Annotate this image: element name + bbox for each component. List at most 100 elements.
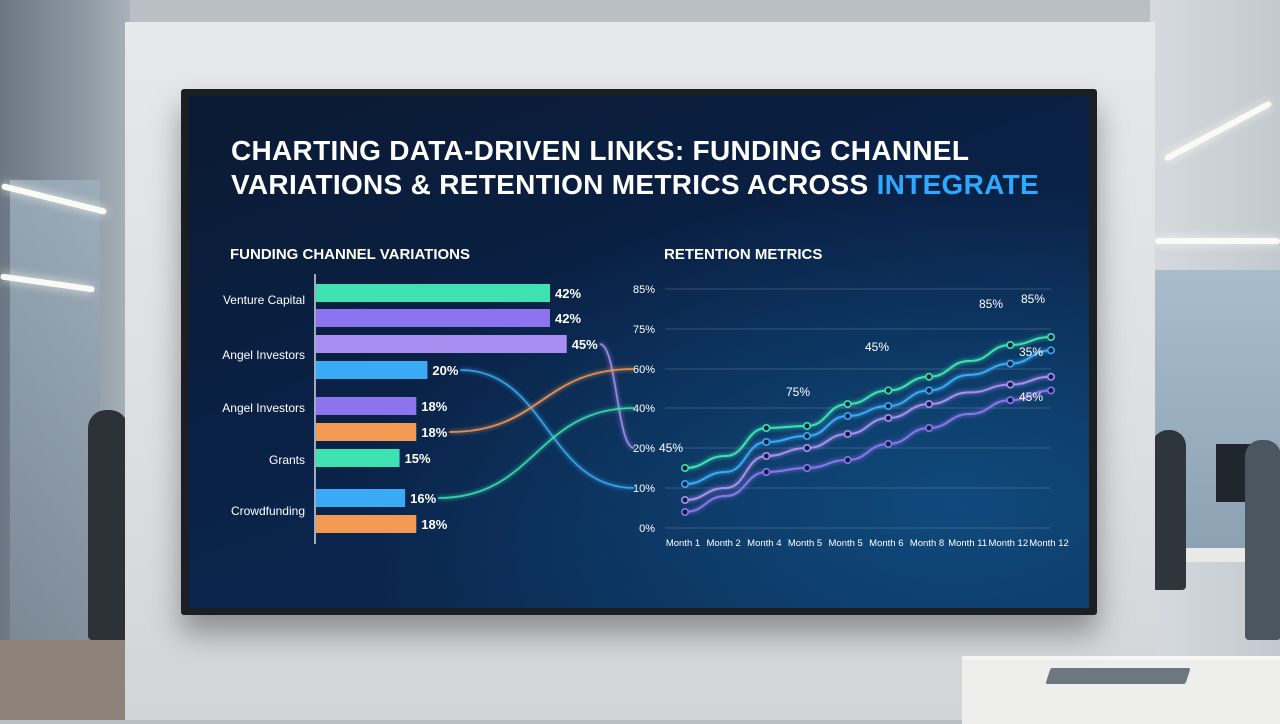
funding-bar bbox=[316, 309, 550, 327]
retention-point bbox=[1046, 333, 1055, 342]
funding-bar-label: 45% bbox=[572, 337, 598, 352]
funding-bar bbox=[316, 489, 406, 507]
retention-point bbox=[843, 455, 852, 464]
funding-bar bbox=[316, 449, 400, 467]
background-room-left bbox=[0, 0, 130, 720]
retention-point bbox=[680, 495, 689, 504]
flow-connector-curve bbox=[438, 407, 635, 499]
retention-point bbox=[843, 411, 852, 420]
retention-point bbox=[924, 372, 933, 381]
glass-partition bbox=[10, 180, 100, 640]
retention-annotation: 45% bbox=[865, 340, 889, 354]
funding-bar-label: 20% bbox=[432, 363, 458, 378]
retention-point bbox=[884, 386, 893, 395]
funding-bar-label: 42% bbox=[555, 311, 581, 326]
retention-x-tick: Month 4 bbox=[747, 538, 781, 549]
funding-bar bbox=[316, 397, 417, 415]
retention-point bbox=[762, 437, 771, 446]
funding-bar bbox=[316, 284, 550, 302]
funding-category-label: Crowdfunding bbox=[231, 504, 305, 518]
retention-series-line bbox=[684, 336, 1052, 469]
retention-point bbox=[762, 451, 771, 460]
funding-chart-title: FUNDING CHANNEL VARIATIONS bbox=[230, 246, 470, 263]
funding-bar-label: 15% bbox=[405, 451, 431, 466]
retention-series-line bbox=[684, 375, 1052, 501]
retention-point bbox=[924, 400, 933, 409]
background-room-right bbox=[1150, 0, 1280, 720]
retention-point bbox=[843, 429, 852, 438]
funding-category-label: Grants bbox=[269, 453, 305, 467]
funding-bar-label: 18% bbox=[421, 425, 447, 440]
funding-category-label: Angel Investors bbox=[222, 348, 305, 362]
retention-point bbox=[924, 423, 933, 432]
retention-point bbox=[680, 463, 689, 472]
retention-point bbox=[884, 439, 893, 448]
retention-point bbox=[762, 423, 771, 432]
slide-title-main: CHARTING DATA-DRIVEN LINKS: FUNDING CHAN… bbox=[231, 135, 969, 200]
funding-bar-label: 16% bbox=[410, 491, 436, 506]
retention-point bbox=[680, 479, 689, 488]
foreground-table bbox=[962, 656, 1280, 724]
retention-point bbox=[1006, 359, 1015, 368]
book bbox=[1045, 668, 1191, 684]
retention-point bbox=[802, 421, 811, 430]
slide-title: CHARTING DATA-DRIVEN LINKS: FUNDING CHAN… bbox=[231, 134, 1051, 202]
retention-point bbox=[884, 413, 893, 422]
retention-point bbox=[762, 467, 771, 476]
retention-y-tick: 40% bbox=[633, 403, 655, 415]
retention-annotation: 35% bbox=[1019, 345, 1043, 359]
background-person bbox=[1152, 430, 1186, 590]
retention-series-line bbox=[684, 349, 1052, 485]
retention-annotation: 45% bbox=[659, 441, 683, 455]
retention-y-tick: 20% bbox=[633, 443, 655, 455]
tv-display: CHARTING DATA-DRIVEN LINKS: FUNDING CHAN… bbox=[181, 89, 1097, 615]
retention-point bbox=[1046, 386, 1055, 395]
retention-point bbox=[1006, 380, 1015, 389]
ceiling-light bbox=[1155, 238, 1280, 244]
retention-annotation: 85% bbox=[979, 297, 1003, 311]
retention-x-tick: Month 6 bbox=[869, 538, 903, 549]
retention-x-tick: Month 5 bbox=[829, 538, 863, 549]
retention-series-line bbox=[684, 389, 1052, 513]
retention-y-tick: 10% bbox=[633, 483, 655, 495]
retention-point bbox=[802, 443, 811, 452]
flow-connector-curve bbox=[449, 368, 635, 433]
retention-point bbox=[1006, 341, 1015, 350]
floor bbox=[0, 640, 130, 720]
retention-annotation: 85% bbox=[1021, 292, 1045, 306]
funding-category-label: Angel Investors bbox=[222, 401, 305, 415]
retention-x-tick: Month 8 bbox=[910, 538, 944, 549]
flow-connector-curve bbox=[599, 343, 635, 449]
background-person bbox=[88, 410, 128, 640]
retention-x-tick: Month 2 bbox=[707, 538, 741, 549]
retention-point bbox=[843, 400, 852, 409]
slide-title-accent: INTEGRATE bbox=[876, 169, 1039, 200]
background-person bbox=[1245, 440, 1280, 640]
retention-point bbox=[924, 386, 933, 395]
retention-x-tick: Month 12 bbox=[989, 538, 1029, 549]
retention-x-tick: Month 11 bbox=[948, 538, 987, 549]
retention-point bbox=[802, 463, 811, 472]
funding-bar-label: 18% bbox=[421, 517, 447, 532]
retention-x-tick: Month 5 bbox=[788, 538, 822, 549]
retention-point bbox=[1046, 346, 1055, 355]
retention-chart-title: RETENTION METRICS bbox=[664, 246, 823, 263]
retention-y-tick: 85% bbox=[633, 284, 655, 296]
retention-point bbox=[884, 402, 893, 411]
retention-point bbox=[802, 431, 811, 440]
retention-point bbox=[1046, 372, 1055, 381]
funding-category-label: Venture Capital bbox=[223, 293, 305, 307]
charts-canvas: Venture Capital Angel Investors Angel Inve… bbox=[222, 274, 1069, 549]
retention-y-tick: 75% bbox=[633, 324, 655, 336]
retention-point bbox=[1006, 396, 1015, 405]
flow-connector-curve bbox=[460, 369, 635, 489]
funding-bar bbox=[316, 515, 417, 533]
funding-bar bbox=[316, 423, 417, 441]
retention-annotation: 75% bbox=[786, 385, 810, 399]
retention-y-tick: 60% bbox=[633, 364, 655, 376]
funding-bar-label: 18% bbox=[421, 399, 447, 414]
retention-point bbox=[680, 507, 689, 516]
retention-x-tick: Month 12 bbox=[1029, 538, 1069, 549]
retention-annotation: 45% bbox=[1019, 390, 1043, 404]
funding-bar-label: 42% bbox=[555, 286, 581, 301]
